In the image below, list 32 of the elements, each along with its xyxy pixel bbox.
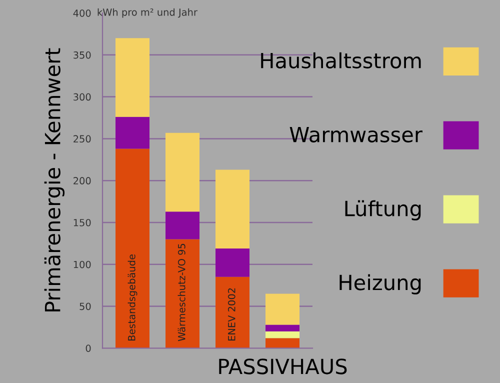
legend-label: Lüftung: [345, 200, 421, 220]
bar: [166, 132, 200, 212]
bar: [116, 148, 150, 348]
bar: [116, 38, 150, 117]
x-tick-label: PASSIVHAUS: [219, 358, 347, 374]
legend-label: Heizung: [340, 274, 421, 294]
bar: [216, 248, 250, 277]
bar: [116, 116, 150, 149]
y-tick-label: 200: [74, 177, 91, 184]
y-tick-label: 50: [80, 302, 91, 310]
bar: [216, 170, 250, 248]
bar: [266, 338, 300, 348]
bar: [266, 324, 300, 332]
y-tick-label: 250: [74, 135, 91, 143]
x-tick-label: Bestandsgebäude: [128, 254, 138, 340]
y-tick-label: 300: [74, 93, 91, 101]
legend-label: Haushaltsstrom: [261, 52, 421, 68]
annotation: kWh pro m² und Jahr: [98, 8, 198, 18]
bar: [166, 212, 200, 240]
y-tick-label: 0: [86, 344, 91, 352]
bar: [266, 294, 300, 325]
x-tick-label: ENEV 2002: [228, 288, 236, 340]
bar: [266, 331, 300, 338]
y-tick-label: 150: [74, 218, 91, 226]
y-tick-label: 400: [73, 10, 91, 17]
bar: [166, 239, 200, 348]
legend-label: Warmwasser: [290, 126, 423, 142]
y-tick-label: 350: [74, 51, 91, 59]
bar: [216, 276, 250, 348]
x-tick-label: Wärmeschutz-VO 95: [178, 244, 186, 342]
y-tick-label: 100: [74, 260, 91, 268]
y-axis-title: Primärenergie - Kennwert: [44, 48, 64, 312]
